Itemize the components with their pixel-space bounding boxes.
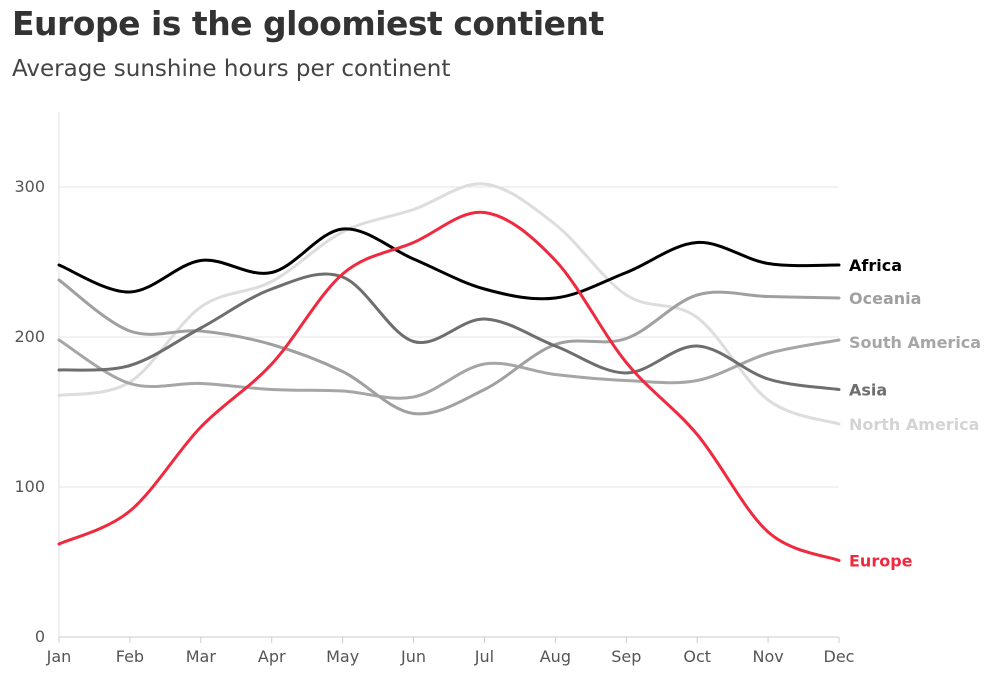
series-label-oceania: Oceania [849,289,921,308]
chart-title: Europe is the gloomiest contient [12,4,604,43]
x-axis-ticks: Jan Feb Mar Apr May Jun Jul Aug Sep Oct Nov Dec [46,647,855,666]
x-tick-label: May [326,647,359,666]
series-label-asia: Asia [849,381,887,400]
series-line-south-america [57,338,841,400]
series-labels: North America South America Oceania Asia Afr… [849,256,981,571]
y-axis-ticks: 0 100 200 300 [14,177,45,646]
series-line-north-america [57,182,841,426]
axes [58,112,840,643]
x-tick-label: Oct [683,647,711,666]
series-label-africa: Africa [849,256,902,275]
series-lines [57,182,841,562]
x-tick-label: Jan [46,647,72,666]
chart-subtitle: Average sunshine hours per continent [12,56,451,82]
x-tick-label: Mar [186,647,217,666]
series-line-oceania [57,278,841,416]
y-tick-label: 0 [35,627,45,646]
y-tick-label: 200 [14,327,45,346]
series-line-europe [57,210,841,562]
x-tick-label: Jun [400,647,426,666]
series-line-asia [57,272,841,391]
x-tick-label: Dec [824,647,855,666]
x-tick-label: Jul [474,647,494,666]
series-label-north-america: North America [849,415,979,434]
y-tick-label: 300 [14,177,45,196]
x-tick-label: Sep [611,647,641,666]
y-tick-label: 100 [14,477,45,496]
grid-lines [59,186,839,488]
series-label-europe: Europe [849,552,913,571]
series-label-south-america: South America [849,333,981,352]
x-tick-label: Feb [116,647,144,666]
series-line-africa [57,227,841,301]
x-tick-label: Apr [258,647,286,666]
x-tick-label: Aug [540,647,571,666]
x-tick-label: Nov [752,647,783,666]
